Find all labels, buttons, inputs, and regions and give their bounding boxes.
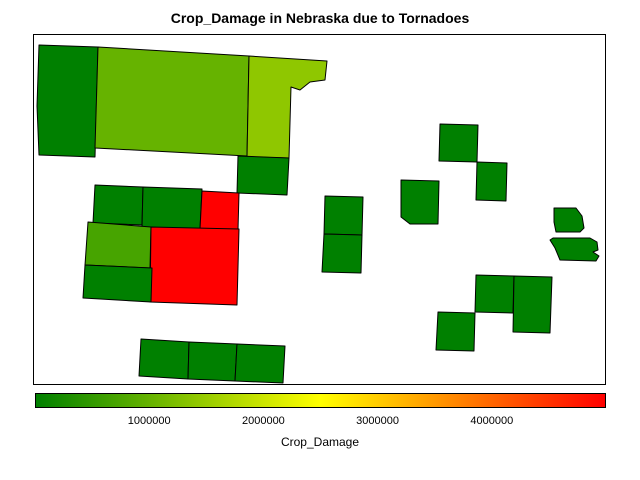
county-c14 [323, 195, 364, 236]
county-c06 [141, 186, 203, 230]
legend-tick-label: 4000000 [470, 415, 514, 427]
county-c08 [84, 221, 152, 269]
map-title: Crop_Damage in Nebraska due to Tornadoes [170, 10, 470, 26]
county-c15 [321, 233, 363, 274]
county-c02 [94, 46, 250, 157]
county-c16 [400, 179, 440, 225]
county-c22 [553, 207, 585, 233]
color-legend-bar [35, 393, 606, 408]
county-c13 [234, 343, 286, 384]
county-c19 [474, 274, 515, 314]
county-c23 [549, 237, 600, 262]
county-c12 [187, 341, 238, 382]
county-c21 [435, 311, 476, 352]
county-c09 [149, 226, 240, 306]
county-c17 [438, 123, 479, 163]
county-c05 [92, 184, 144, 226]
county-c10 [82, 264, 153, 303]
legend-tick-label: 1000000 [127, 415, 171, 427]
county-c04 [236, 155, 290, 196]
county-c11 [138, 338, 190, 380]
legend-tick-label: 3000000 [356, 415, 400, 427]
legend-tick-label: 2000000 [241, 415, 285, 427]
county-c01 [36, 44, 99, 158]
county-c07 [199, 190, 240, 231]
county-c03 [246, 55, 328, 159]
county-c18 [475, 161, 508, 202]
legend-title: Crop_Damage [280, 435, 360, 449]
map-frame [33, 34, 606, 385]
county-c20 [512, 275, 553, 334]
